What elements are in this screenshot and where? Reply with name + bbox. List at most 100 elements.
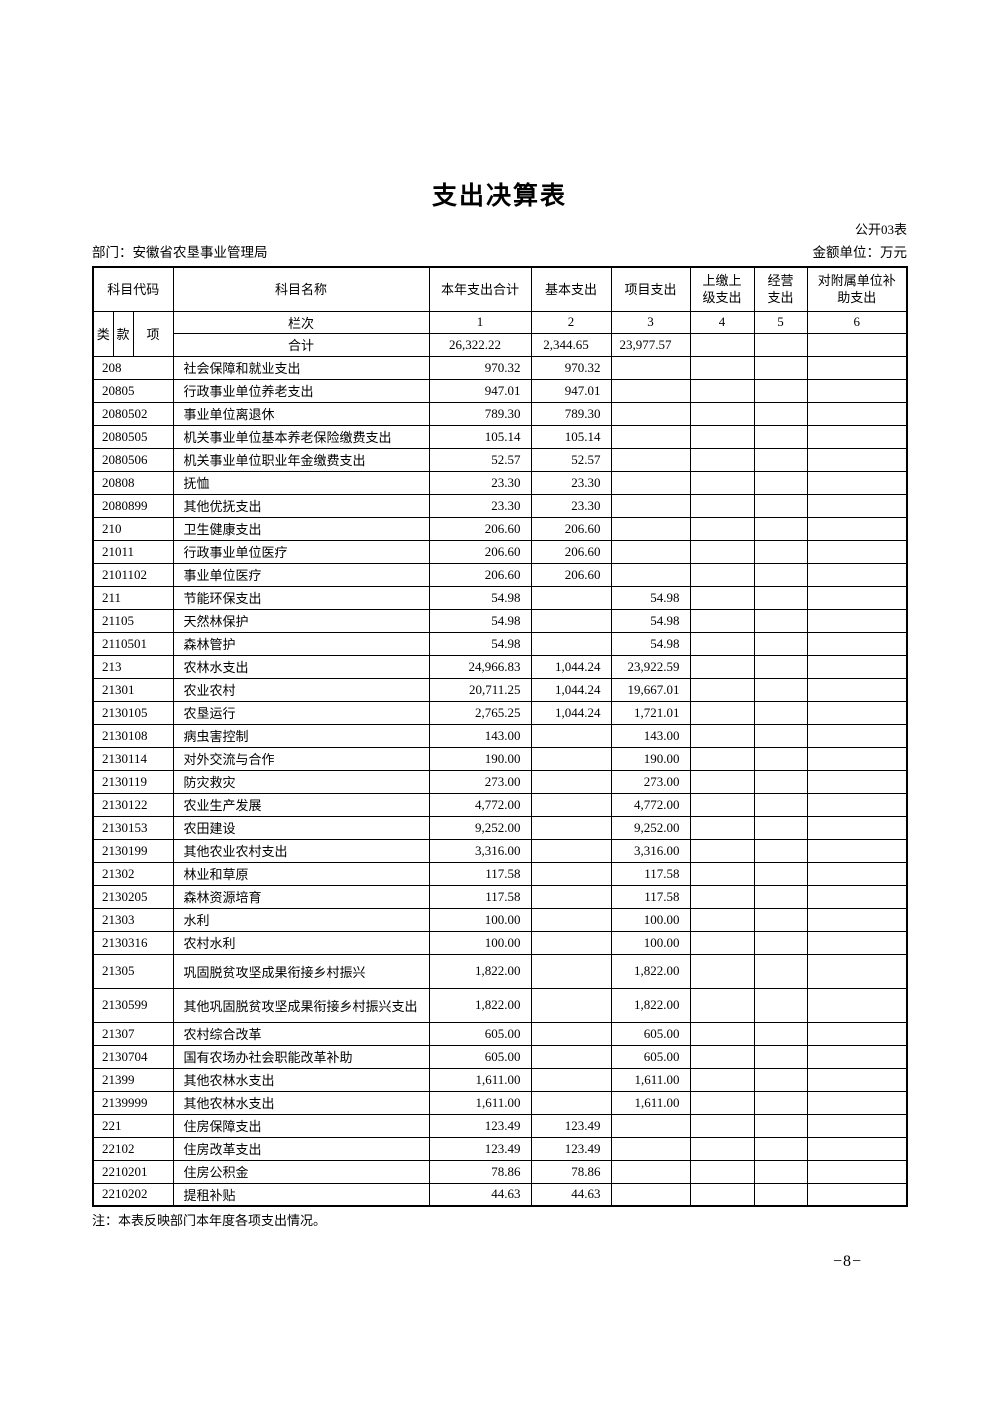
basic-expenditure-cell: 206.60 (530, 539, 612, 564)
annual-total-cell: 52.57 (428, 447, 532, 472)
project-expenditure-cell: 143.00 (610, 723, 691, 748)
lanci-col-4: 4 (689, 310, 755, 334)
affiliate-subsidy-cell (806, 723, 908, 748)
table-row: 2130108 病虫害控制 143.00 143.00 (92, 723, 908, 748)
header-operating: 经营 支出 (753, 266, 808, 312)
subject-code-cell: 221 (92, 1113, 174, 1138)
upper-level-cell (689, 930, 755, 955)
upper-level-cell (689, 1044, 755, 1069)
subject-code-cell: 2130108 (92, 723, 174, 748)
operating-cell (753, 562, 808, 587)
subject-code-cell: 20808 (92, 470, 174, 495)
subject-code-cell: 2139999 (92, 1090, 174, 1115)
subject-code-cell: 208 (92, 355, 174, 380)
table-row: 21307 农村综合改革 605.00 605.00 (92, 1021, 908, 1046)
project-expenditure-cell (610, 562, 691, 587)
total-annual: 26,322.22 (428, 332, 532, 357)
operating-cell (753, 953, 808, 989)
table-row: 2130114 对外交流与合作 190.00 190.00 (92, 746, 908, 771)
affiliate-subsidy-cell (806, 539, 908, 564)
expenditure-table: 科目代码 科目名称 本年支出合计 基本支出 项目支出 上缴上 级支出 经营 支出… (92, 266, 909, 1207)
project-expenditure-cell: 100.00 (610, 930, 691, 955)
operating-cell (753, 838, 808, 863)
project-expenditure-cell (610, 1182, 691, 1207)
subject-code-cell: 21301 (92, 677, 174, 702)
table-row: 20808 抚恤 23.30 23.30 (92, 470, 908, 495)
annual-total-cell: 1,611.00 (428, 1090, 532, 1115)
table-row: 2130704 国有农场办社会职能改革补助 605.00 605.00 (92, 1044, 908, 1069)
annual-total-cell: 100.00 (428, 930, 532, 955)
project-expenditure-cell (610, 1136, 691, 1161)
basic-expenditure-cell: 23.30 (530, 470, 612, 495)
table-row: 2130122 农业生产发展 4,772.00 4,772.00 (92, 792, 908, 817)
basic-expenditure-cell (530, 815, 612, 840)
table-row: 221 住房保障支出 123.49 123.49 (92, 1113, 908, 1138)
operating-cell (753, 539, 808, 564)
upper-level-cell (689, 654, 755, 679)
operating-cell (753, 1021, 808, 1046)
annual-total-cell: 9,252.00 (428, 815, 532, 840)
subject-name-cell: 病虫害控制 (172, 723, 430, 748)
affiliate-subsidy-cell (806, 792, 908, 817)
affiliate-subsidy-cell (806, 470, 908, 495)
header-upper-level: 上缴上 级支出 (689, 266, 755, 312)
total-upper-level (689, 332, 755, 357)
operating-cell (753, 585, 808, 610)
subject-name-cell: 社会保障和就业支出 (172, 355, 430, 380)
basic-expenditure-cell (530, 792, 612, 817)
operating-cell (753, 470, 808, 495)
upper-level-cell (689, 815, 755, 840)
basic-expenditure-cell (530, 838, 612, 863)
header-row-total: 合计 26,322.22 2,344.65 23,977.57 (93, 332, 908, 357)
affiliate-subsidy-cell (806, 378, 908, 403)
table-header: 科目代码 科目名称 本年支出合计 基本支出 项目支出 上缴上 级支出 经营 支出… (92, 266, 908, 357)
operating-cell (753, 447, 808, 472)
basic-expenditure-cell: 206.60 (530, 562, 612, 587)
subject-code-cell: 2080502 (92, 401, 174, 426)
basic-expenditure-cell (530, 769, 612, 794)
upper-level-cell (689, 608, 755, 633)
affiliate-subsidy-cell (806, 1067, 908, 1092)
upper-level-cell (689, 1021, 755, 1046)
table-row: 2130119 防灾救灾 273.00 273.00 (92, 769, 908, 794)
basic-expenditure-cell (530, 1021, 612, 1046)
subject-code-cell: 2080899 (92, 493, 174, 518)
table-row: 2130199 其他农业农村支出 3,316.00 3,316.00 (92, 838, 908, 863)
affiliate-subsidy-cell (806, 907, 908, 932)
subject-code-cell: 2130316 (92, 930, 174, 955)
affiliate-subsidy-cell (806, 1159, 908, 1184)
subject-code-cell: 21307 (92, 1021, 174, 1046)
subject-code-cell: 2080506 (92, 447, 174, 472)
project-expenditure-cell: 19,667.01 (610, 677, 691, 702)
lanci-col-1: 1 (428, 310, 532, 334)
project-expenditure-cell (610, 1113, 691, 1138)
project-expenditure-cell: 605.00 (610, 1044, 691, 1069)
operating-cell (753, 424, 808, 449)
affiliate-subsidy-cell (806, 1021, 908, 1046)
affiliate-subsidy-cell (806, 746, 908, 771)
table-row: 211 节能环保支出 54.98 54.98 (92, 585, 908, 610)
upper-level-cell (689, 493, 755, 518)
affiliate-subsidy-cell (806, 677, 908, 702)
subject-name-cell: 其他优抚支出 (172, 493, 430, 518)
table-row: 2110501 森林管护 54.98 54.98 (92, 631, 908, 656)
table-row: 2130316 农村水利 100.00 100.00 (92, 930, 908, 955)
upper-level-cell (689, 401, 755, 426)
operating-cell (753, 746, 808, 771)
basic-expenditure-cell: 78.86 (530, 1159, 612, 1184)
basic-expenditure-cell (530, 1090, 612, 1115)
subject-name-cell: 农村水利 (172, 930, 430, 955)
affiliate-subsidy-cell (806, 930, 908, 955)
subject-name-cell: 农村综合改革 (172, 1021, 430, 1046)
project-expenditure-cell (610, 355, 691, 380)
project-expenditure-cell (610, 424, 691, 449)
operating-cell (753, 1182, 808, 1207)
subject-name-cell: 水利 (172, 907, 430, 932)
project-expenditure-cell: 1,611.00 (610, 1067, 691, 1092)
project-expenditure-cell (610, 447, 691, 472)
upper-level-cell (689, 1090, 755, 1115)
project-expenditure-cell: 54.98 (610, 608, 691, 633)
basic-expenditure-cell: 1,044.24 (530, 654, 612, 679)
upper-level-cell (689, 516, 755, 541)
project-expenditure-cell (610, 401, 691, 426)
